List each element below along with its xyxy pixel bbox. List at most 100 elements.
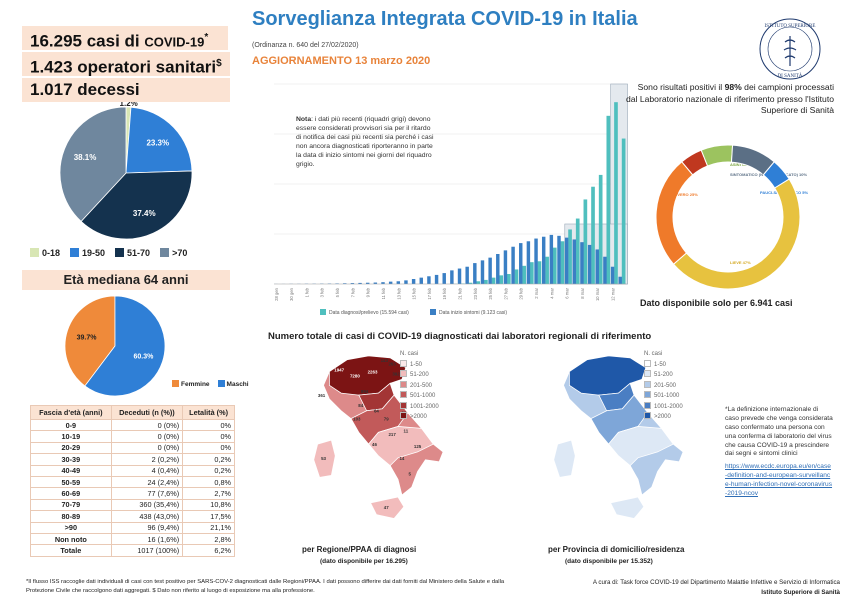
epi-bar-sintomi — [396, 281, 401, 284]
epi-bar-sintomi — [595, 249, 599, 284]
region-map-value-label: 217 — [388, 432, 396, 437]
province-map-sicily — [609, 496, 645, 519]
epi-x-tick: 1 feb — [304, 287, 309, 297]
table-cell: 60-69 — [30, 487, 112, 500]
epi-bar-sintomi — [541, 236, 546, 284]
epi-bar-sintomi — [557, 235, 561, 284]
epi-bar-diagnosi — [568, 229, 572, 284]
epi-bar-diagnosi — [468, 282, 473, 284]
age-pie-slice-2 — [80, 170, 193, 240]
epi-bar-sintomi — [388, 281, 393, 284]
region-map-value-label: 64 — [374, 409, 379, 414]
epi-x-tick: 15 feb — [412, 287, 417, 299]
region-map-value-label: 46 — [372, 442, 377, 447]
map-legend-item: 1-50 — [644, 359, 683, 371]
epi-bar-diagnosi — [575, 218, 580, 284]
epi-x-tick: 29 feb — [519, 287, 524, 299]
table-cell: 0% — [182, 441, 235, 455]
italy-region-map: 7280 1947 2263 263 392 143 361 894 84 64 103 79 217 1… — [313, 355, 444, 519]
table-row: 70-79 360 (35,4%) 10,8% — [30, 498, 235, 512]
epi-x-tick: 30 gen — [289, 287, 294, 300]
epi-bar-sintomi — [580, 242, 584, 284]
region-map-value-label: 11 — [404, 428, 409, 433]
svg-text:DI SANITÀ: DI SANITÀ — [778, 73, 803, 79]
epi-bar-diagnosi — [537, 261, 542, 284]
ecdc-link[interactable]: https://www.ecdc.europa.eu/en/case-defin… — [725, 463, 833, 498]
age-pie-slice-3 — [59, 106, 127, 222]
table-header: Fascia d'età (anni) — [30, 405, 112, 420]
definition-box: *La definizione internazionale di caso p… — [725, 406, 833, 498]
table-row: 80-89 438 (43,0%) 17,5% — [30, 510, 235, 523]
eta-mediana: Età mediana 64 anni — [22, 270, 230, 290]
epi-bar-sintomi — [618, 276, 622, 284]
map-legend-item: 1001-2000 — [644, 401, 683, 413]
svg-text:ISTITUTO SUPERIORE: ISTITUTO SUPERIORE — [765, 24, 816, 29]
gender-pie-label-0: 39.7% — [77, 335, 98, 342]
update-date: AGGIORNAMENTO 13 marzo 2020 — [252, 55, 431, 67]
map-legend-item: 1001-2000 — [400, 401, 439, 413]
epi-legend-swatch — [320, 309, 326, 315]
epi-bar-sintomi — [572, 239, 577, 284]
age-pie-label-1: 23.3% — [146, 139, 169, 148]
epi-x-tick: 11 feb — [381, 287, 386, 299]
table-cell: 0 (0%) — [110, 441, 184, 455]
gender-pie-slice-0 — [64, 295, 116, 387]
epi-bar-diagnosi — [514, 269, 519, 284]
gender-legend-item: Femmine — [172, 380, 210, 388]
severity-label-4: LIEVE 47% — [730, 260, 751, 265]
table-cell: >90 — [30, 521, 112, 534]
map-legend-item: 501-1000 — [644, 391, 683, 402]
positivity-text: Sono risultati positivi il 98% dei campi… — [625, 82, 834, 116]
map-legend-item: 1-50 — [400, 359, 439, 371]
age-pie-label-0: 1.2% — [120, 102, 138, 108]
table-row: 0-9 0 (0%) 0% — [30, 418, 235, 432]
table-row: Non noto 16 (1,6%) 2,8% — [30, 532, 235, 546]
epi-bar-sintomi — [603, 256, 607, 284]
epi-bar-sintomi — [587, 244, 592, 284]
table-cell: 10,8% — [182, 498, 235, 512]
table-row: 50-59 24 (2,4%) 0,8% — [30, 475, 235, 489]
province-map-legend: N. casi 1-50 51-200 201-500 501-1000 1001-200… — [644, 350, 683, 423]
epi-bar-sintomi — [381, 282, 385, 284]
table-cell: 17,5% — [182, 510, 235, 523]
epi-bar-diagnosi — [476, 281, 481, 284]
epi-x-tick: 13 feb — [396, 287, 401, 299]
epi-bar-diagnosi — [545, 256, 549, 284]
region-map-value-label: 894 — [361, 389, 369, 394]
region-map-sicily — [369, 496, 405, 519]
epi-bar-diagnosi — [598, 174, 603, 284]
epi-x-tick: 9 feb — [366, 287, 371, 297]
epi-bar-sintomi — [365, 282, 370, 284]
fascia-eta-table: Fascia d'età (anni) Deceduti (n (%)) Letal… — [30, 405, 235, 557]
table-cell: 2,8% — [182, 532, 235, 546]
table-cell: 16 (1,6%) — [110, 532, 184, 546]
map-legend-title: N. casi — [400, 351, 419, 357]
table-row: 30-39 2 (0,2%) 0,2% — [30, 453, 235, 466]
epi-bar-diagnosi — [591, 186, 595, 284]
region-map-value-label: 392 — [392, 371, 400, 376]
epi-bar-diagnosi — [491, 277, 496, 284]
map-legend-item: 201-500 — [400, 380, 439, 392]
gender-pie-slice-1 — [84, 295, 166, 397]
age-legend: 0-18 19-50 51-70 >70 — [30, 248, 187, 258]
severity-label-5: SEVERO 25% — [672, 192, 698, 197]
table-row: 40-49 4 (0,4%) 0,2% — [30, 464, 235, 477]
region-map-legend: N. casi 1-50 51-200 201-500 501-1000 1001-200… — [400, 350, 439, 423]
age-pie-slice-1 — [125, 106, 193, 174]
epi-bar-sintomi — [350, 283, 355, 284]
credits: A cura di: Task force COVID-19 del Dipar… — [592, 579, 840, 596]
stat-operatori: 1.423 operatori sanitari$ — [22, 52, 230, 76]
epi-bar-diagnosi — [606, 115, 611, 284]
region-map-value-label: 103 — [353, 417, 361, 422]
epi-x-tick: 28 gen — [274, 287, 279, 300]
region-map-value-label: 1947 — [334, 368, 344, 373]
map-legend-item: 51-200 — [644, 370, 683, 381]
epi-legend-swatch — [430, 309, 436, 315]
region-map-value-label: 263 — [388, 362, 396, 367]
epi-bar-diagnosi — [614, 102, 618, 284]
table-row: 10-19 0 (0%) 0% — [30, 430, 235, 443]
epi-bar-sintomi — [373, 282, 378, 284]
table-cell: 0% — [182, 418, 235, 432]
epi-x-tick: 19 feb — [442, 287, 447, 299]
table-cell: 21,1% — [182, 521, 235, 534]
